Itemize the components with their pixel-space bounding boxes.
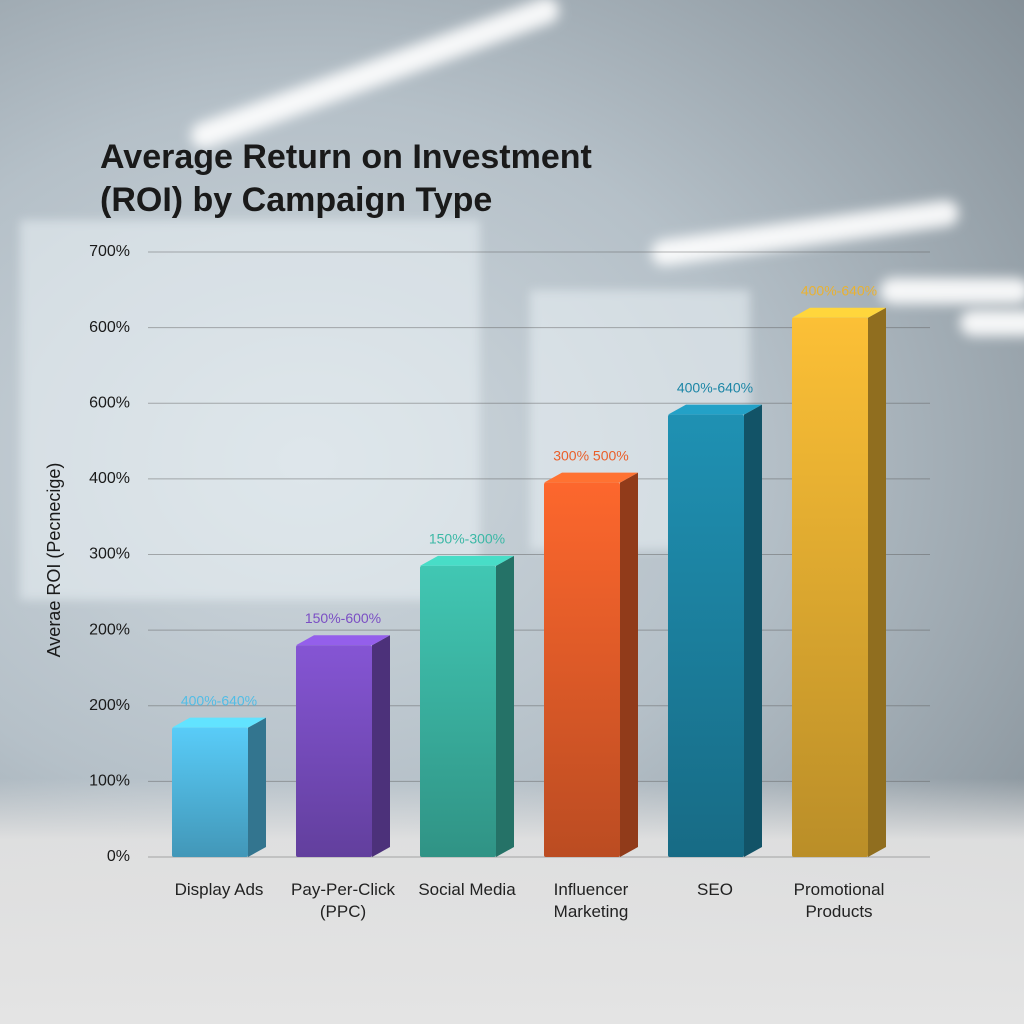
bar-side: [248, 717, 266, 857]
y-tick-label: 200%: [89, 621, 130, 638]
bar: [544, 482, 620, 857]
y-tick-label: 700%: [89, 243, 130, 260]
y-tick-label: 200%: [89, 697, 130, 714]
bar: [172, 727, 248, 857]
bar-top: [544, 472, 638, 483]
bar-side: [496, 555, 514, 857]
bar-side: [372, 635, 390, 857]
window: [20, 220, 480, 600]
ceiling-light: [960, 310, 1024, 336]
x-tick-label: Pay-Per-Click (PPC): [291, 880, 395, 921]
y-tick-label: 400%: [89, 470, 130, 487]
bar-range-label: 400%-640%: [801, 282, 877, 298]
y-tick-label: 600%: [89, 319, 130, 336]
ceiling-light: [880, 278, 1024, 304]
bar: [296, 645, 372, 857]
bar-side: [744, 404, 762, 857]
bar-top: [420, 555, 514, 566]
bar-range-label: 150%-600%: [305, 610, 381, 626]
bar-range-label: 150%-300%: [429, 531, 505, 547]
y-tick-label: 600%: [89, 394, 130, 411]
bar-top: [296, 635, 390, 646]
y-axis-title: Averae ROI (Pecnecige): [44, 463, 64, 658]
bar-top: [668, 404, 762, 415]
x-tick-label: Social Media: [418, 880, 516, 899]
x-tick-label: Influencer Marketing: [553, 880, 629, 921]
y-tick-label: 100%: [89, 773, 130, 790]
x-tick-label: Display Ads: [174, 880, 264, 899]
bar-side: [620, 472, 638, 857]
bar: [792, 317, 868, 857]
bar-top: [172, 717, 266, 728]
x-tick-label: Promotional Products: [793, 880, 885, 921]
y-tick-label: 0%: [107, 848, 130, 865]
bar-range-label: 400%-640%: [181, 692, 257, 708]
x-tick-label: SEO: [697, 880, 733, 899]
bar-top: [792, 307, 886, 318]
bar: [668, 414, 744, 857]
bar-range-label: 300% 500%: [553, 447, 629, 463]
bar-side: [868, 307, 886, 857]
y-tick-label: 300%: [89, 546, 130, 563]
bar: [420, 565, 496, 857]
chart-title: Average Return on Investment (ROI) by Ca…: [100, 138, 592, 219]
bar-range-label: 400%-640%: [677, 379, 753, 395]
